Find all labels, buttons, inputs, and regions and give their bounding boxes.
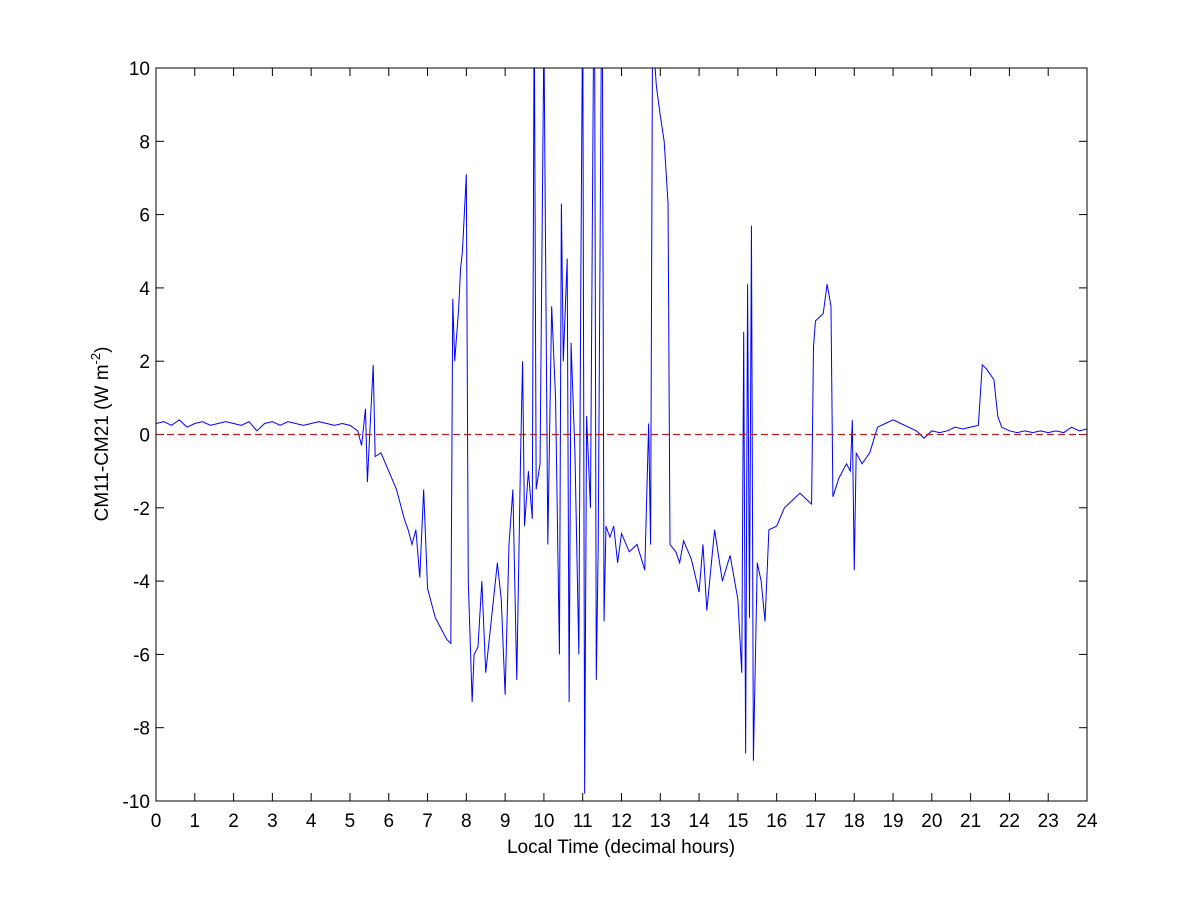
- x-tick-label: 13: [650, 811, 671, 832]
- y-axis-label-text: ): [92, 347, 113, 353]
- y-tick-label: -8: [133, 719, 150, 740]
- x-tick-label: 2: [228, 811, 239, 832]
- x-tick-label: 15: [727, 811, 748, 832]
- y-axis-label-text: CM11-CM21 (W m: [92, 364, 113, 521]
- x-tick-label: 8: [461, 811, 472, 832]
- x-tick-label: 16: [766, 811, 787, 832]
- y-tick-label: 4: [139, 279, 150, 300]
- x-axis-label: Local Time (decimal hours): [507, 837, 735, 858]
- y-tick-label: 0: [139, 426, 150, 447]
- data-line: [156, 68, 1087, 794]
- y-tick-label: -2: [133, 499, 150, 520]
- x-tick-label: 6: [383, 811, 394, 832]
- y-tick-label: -10: [123, 792, 150, 813]
- x-tick-label: 5: [345, 811, 356, 832]
- x-tick-label: 22: [999, 811, 1020, 832]
- x-tick-label: 18: [844, 811, 865, 832]
- x-tick-label: 3: [267, 811, 278, 832]
- x-tick-label: 4: [306, 811, 317, 832]
- y-axis-label-superscript: -2: [88, 353, 103, 365]
- x-tick-label: 23: [1038, 811, 1059, 832]
- x-tick-label: 24: [1076, 811, 1098, 832]
- y-tick-label: 8: [139, 132, 150, 153]
- x-tick-label: 21: [960, 811, 981, 832]
- x-tick-label: 1: [190, 811, 201, 832]
- y-axis-label: CM11-CM21 (W m-2): [88, 347, 113, 522]
- y-tick-label: -6: [133, 645, 150, 666]
- y-tick-label: 6: [139, 206, 150, 227]
- y-tick-label: 2: [139, 352, 150, 373]
- x-tick-label: 11: [573, 811, 593, 832]
- x-tick-label: 0: [151, 811, 162, 832]
- y-tick-label: 10: [129, 59, 150, 80]
- x-tick-label: 9: [500, 811, 511, 832]
- x-tick-label: 19: [882, 811, 903, 832]
- x-tick-label: 14: [689, 811, 711, 832]
- y-tick-label: -4: [133, 572, 150, 593]
- plot-frame: [155, 67, 1088, 802]
- x-tick-label: 20: [921, 811, 942, 832]
- x-tick-label: 17: [805, 811, 826, 832]
- x-tick-label: 12: [611, 811, 632, 832]
- x-tick-label: 10: [533, 811, 554, 832]
- x-tick-label: 7: [422, 811, 433, 832]
